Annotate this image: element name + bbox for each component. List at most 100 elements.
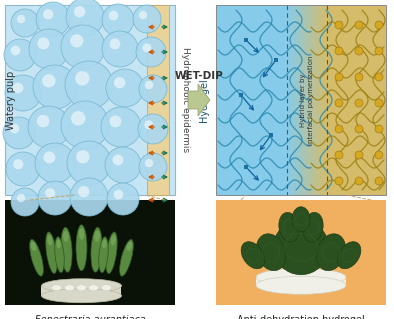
Circle shape [133, 5, 161, 33]
Bar [5, 5, 175, 195]
Bar [287, 5, 288, 195]
Bar [310, 5, 312, 195]
Bar [318, 5, 320, 195]
Circle shape [10, 124, 19, 133]
Bar [289, 5, 290, 195]
Circle shape [65, 61, 113, 109]
Circle shape [144, 120, 153, 129]
Circle shape [335, 21, 343, 29]
Bar [292, 5, 294, 195]
Bar [313, 5, 314, 195]
Circle shape [61, 101, 109, 149]
Bar [325, 5, 327, 195]
Circle shape [335, 99, 343, 107]
Circle shape [28, 106, 70, 148]
Ellipse shape [303, 212, 323, 242]
Ellipse shape [279, 212, 299, 242]
Ellipse shape [31, 242, 36, 251]
Ellipse shape [316, 234, 346, 271]
Circle shape [145, 81, 153, 89]
Bar [293, 5, 294, 195]
Circle shape [17, 194, 25, 202]
Bar [300, 5, 301, 195]
Circle shape [101, 107, 141, 147]
Ellipse shape [120, 239, 134, 276]
Bar [304, 5, 305, 195]
Circle shape [11, 9, 39, 37]
Circle shape [67, 141, 111, 185]
Circle shape [75, 71, 89, 85]
Bar [269, 133, 273, 137]
Circle shape [6, 152, 40, 186]
Circle shape [375, 151, 383, 159]
Bar [314, 5, 316, 195]
Ellipse shape [127, 242, 132, 251]
Circle shape [33, 65, 77, 109]
Bar [295, 5, 297, 195]
Circle shape [110, 39, 120, 49]
Ellipse shape [47, 235, 52, 245]
Bar [324, 5, 325, 195]
Bar [301, 5, 303, 195]
Ellipse shape [99, 237, 108, 273]
Circle shape [38, 181, 72, 215]
Text: Hybrid layer by
interfacial polymerization: Hybrid layer by interfacial polymerizati… [300, 55, 314, 145]
Bar [309, 5, 310, 195]
Bar [244, 38, 248, 42]
Ellipse shape [102, 285, 112, 291]
Circle shape [70, 34, 84, 48]
Circle shape [355, 99, 363, 107]
Circle shape [335, 47, 343, 55]
Bar [312, 5, 314, 195]
Ellipse shape [76, 285, 87, 291]
Bar [256, 277, 346, 285]
Circle shape [355, 177, 363, 185]
Text: Hydrophobic epidermis: Hydrophobic epidermis [182, 48, 191, 152]
Circle shape [139, 11, 147, 19]
Bar [316, 5, 318, 195]
Bar [288, 5, 290, 195]
Circle shape [375, 125, 383, 133]
Circle shape [110, 115, 121, 127]
Bar [319, 5, 320, 195]
Circle shape [71, 111, 85, 125]
Ellipse shape [56, 240, 61, 249]
Circle shape [335, 177, 343, 185]
Circle shape [375, 99, 383, 107]
Text: Watery pulp: Watery pulp [6, 70, 16, 130]
Circle shape [375, 73, 383, 81]
Ellipse shape [55, 237, 64, 273]
Text: Anti-dehydration hydrogel: Anti-dehydration hydrogel [237, 315, 365, 319]
Circle shape [36, 2, 70, 36]
Circle shape [107, 183, 139, 215]
Ellipse shape [256, 268, 346, 286]
Circle shape [375, 177, 383, 185]
Circle shape [43, 9, 53, 19]
Bar [41, 286, 121, 296]
Circle shape [136, 37, 166, 67]
Circle shape [61, 25, 105, 69]
Circle shape [106, 69, 144, 107]
Circle shape [4, 39, 36, 71]
Ellipse shape [30, 239, 43, 276]
Bar [298, 5, 299, 195]
Circle shape [3, 117, 35, 149]
Bar [244, 165, 248, 169]
FancyArrow shape [188, 84, 210, 116]
Bar [294, 5, 296, 195]
Ellipse shape [61, 227, 72, 272]
Circle shape [145, 159, 153, 167]
Circle shape [78, 186, 89, 197]
Bar [291, 5, 292, 195]
Bar [326, 5, 327, 195]
Bar [307, 5, 309, 195]
Bar [320, 5, 322, 195]
Ellipse shape [76, 225, 87, 271]
Ellipse shape [111, 235, 116, 245]
Bar [274, 58, 278, 62]
Circle shape [37, 115, 49, 127]
Bar [302, 5, 303, 195]
Circle shape [45, 188, 55, 198]
Circle shape [105, 147, 141, 183]
Ellipse shape [256, 276, 346, 294]
